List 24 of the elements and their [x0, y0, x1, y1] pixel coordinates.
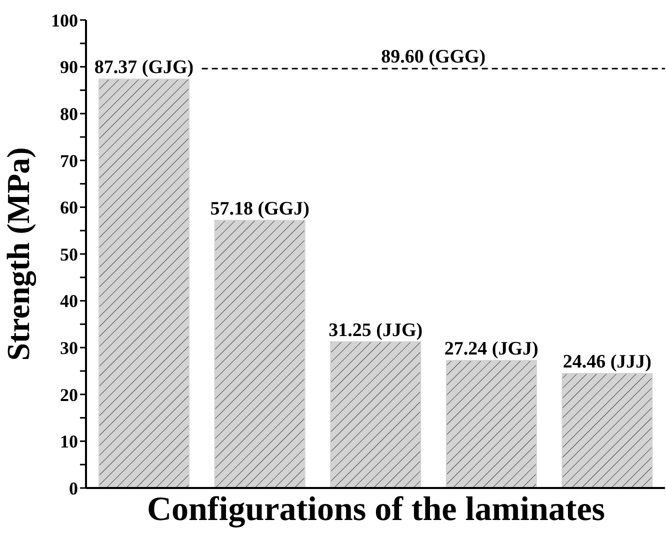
bar	[214, 220, 306, 488]
y-tick-label: 30	[60, 338, 78, 358]
data-label: 24.46 (JJJ)	[562, 352, 652, 373]
data-label: 31.25 (JJG)	[328, 320, 423, 341]
bar	[98, 78, 190, 488]
bar	[446, 360, 537, 488]
data-label: 87.37 (GJG)	[94, 57, 194, 78]
y-tick-label: 80	[60, 104, 78, 124]
y-tick-label: 40	[60, 291, 78, 312]
data-label: 57.18 (GGJ)	[210, 198, 310, 220]
y-axis-title: Strength (MPa)	[0, 146, 37, 363]
y-tick-label: 90	[60, 57, 78, 78]
y-tick-label: 10	[60, 432, 78, 452]
bar	[562, 373, 653, 488]
y-tick-label: 50	[60, 244, 78, 264]
ref-line-label: 89.60 (GGG)	[381, 46, 486, 68]
bar	[330, 341, 422, 488]
y-tick-label: 100	[51, 10, 78, 30]
data-label: 27.24 (JGJ)	[444, 338, 538, 360]
y-tick-label: 60	[60, 198, 78, 218]
y-tick-label: 70	[60, 150, 78, 171]
y-tick-label: 0	[69, 478, 78, 498]
y-tick-label: 20	[60, 384, 78, 405]
x-axis-title: Configurations of the laminates	[146, 490, 606, 530]
